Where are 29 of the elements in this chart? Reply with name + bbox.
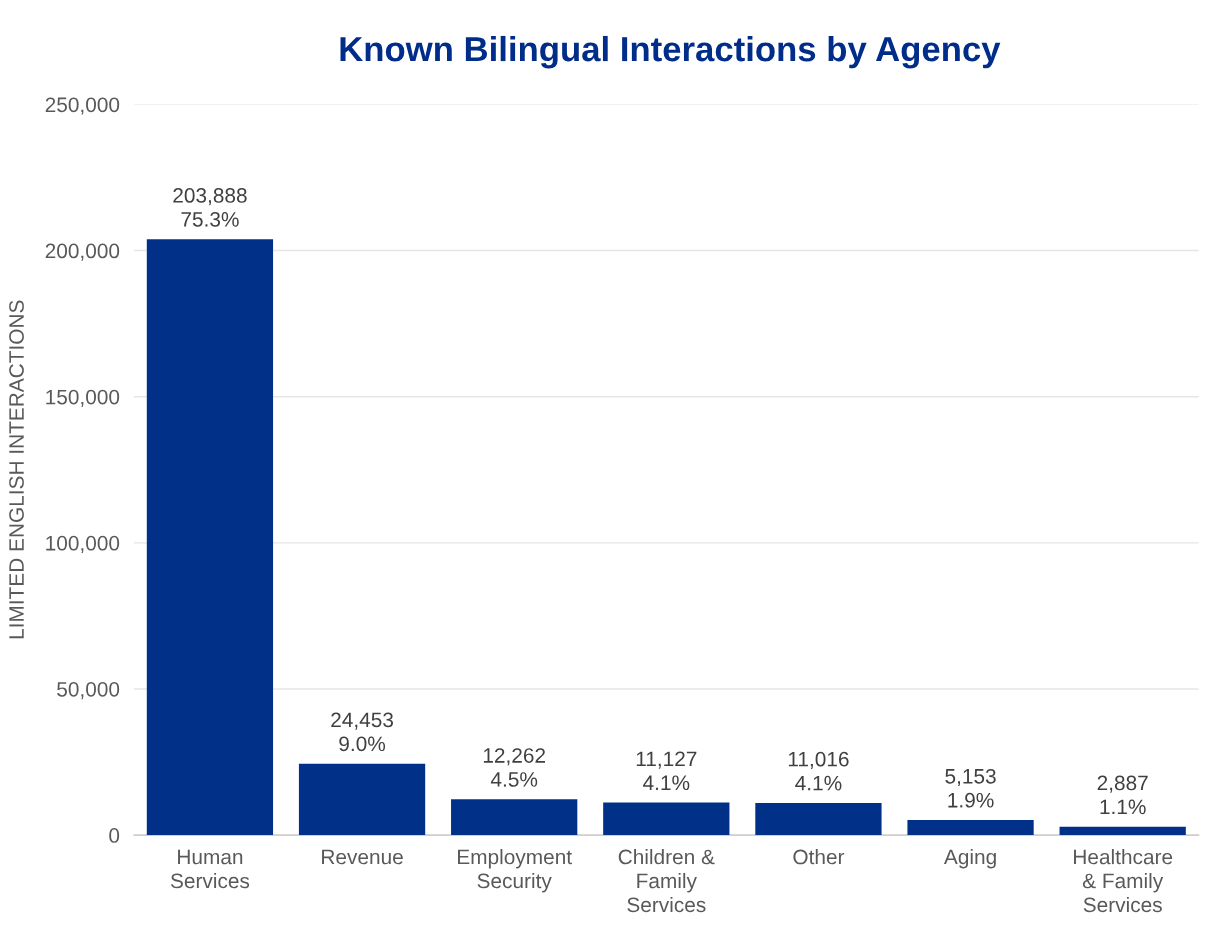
bar xyxy=(603,802,730,836)
x-tick-label: Human Services xyxy=(170,849,250,889)
x-tick-label: Healthcare & Family Services xyxy=(1074,849,1173,913)
data-label: 5,153 1.9% xyxy=(945,768,996,808)
bar xyxy=(755,802,882,836)
x-tick-label: Employment Security xyxy=(458,849,572,893)
data-label: 2,887 1.1% xyxy=(1097,775,1148,815)
bar xyxy=(298,763,426,836)
data-label: 11,127 4.1% xyxy=(636,751,697,791)
y-tick-label: 150,000 xyxy=(46,389,120,407)
x-tick-label: Other xyxy=(793,849,845,865)
x-tick-label: Revenue xyxy=(322,849,403,865)
y-tick-label: 200,000 xyxy=(45,243,120,261)
data-label: 12,262 4.5% xyxy=(483,748,545,787)
data-label: 203,888 75.3% xyxy=(173,188,247,227)
y-tick-label: 250,000 xyxy=(45,97,120,115)
chart-title: Known Bilingual Interactions by Agency xyxy=(340,35,1001,69)
bar xyxy=(1059,826,1186,836)
x-tick-label: Aging xyxy=(943,849,996,869)
data-label: 11,016 4.1% xyxy=(788,751,849,791)
y-axis-title: LIMITED ENGLISH INTERACTIONS xyxy=(9,300,24,639)
x-tick-label: Children & Family Services xyxy=(618,849,715,913)
bar xyxy=(907,820,1034,836)
data-label: 24,453 9.0% xyxy=(331,712,394,752)
y-tick-label: 100,000 xyxy=(46,535,120,554)
y-tick-label: 50,000 xyxy=(57,681,120,700)
bar xyxy=(451,799,578,836)
y-tick-label: 0 xyxy=(109,828,120,843)
bar xyxy=(146,239,274,836)
